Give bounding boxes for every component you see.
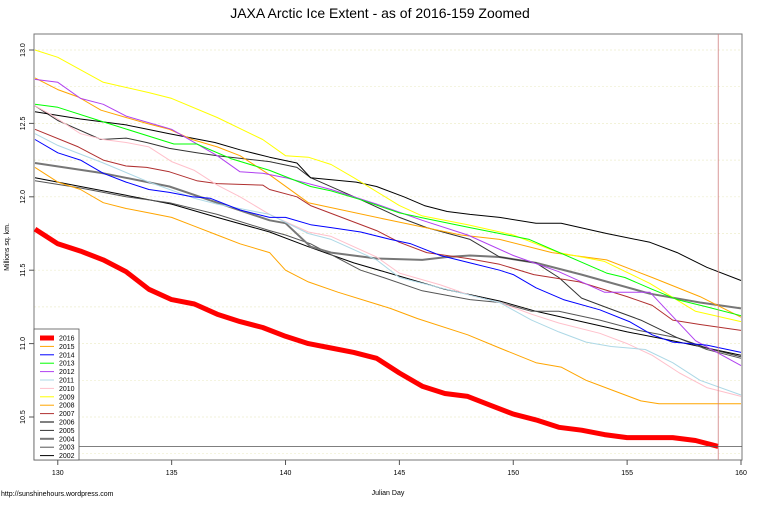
- legend-label-2005: 2005: [59, 428, 75, 435]
- plot-frame: [33, 33, 743, 461]
- y-tick-label: 13.0: [20, 43, 27, 57]
- x-tick-label: 150: [507, 470, 519, 477]
- series-lines: [33, 49, 742, 449]
- y-tick-label: 12.5: [20, 116, 27, 130]
- legend-label-2011: 2011: [59, 378, 74, 385]
- x-axis-label: Julian Day: [372, 490, 405, 497]
- series-line-2009: [34, 49, 742, 323]
- x-tick-label: 145: [394, 470, 406, 477]
- series-line-2006: [34, 111, 742, 281]
- y-axis-label: Millions sq. km.: [4, 223, 11, 271]
- x-tick-label: 160: [735, 470, 747, 477]
- legend-label-2006: 2006: [59, 420, 75, 427]
- series-line-2015: [34, 166, 741, 405]
- legend-label-2009: 2009: [59, 394, 75, 401]
- series-line-2010: [34, 105, 742, 397]
- legend-label-2002: 2002: [59, 453, 75, 460]
- legend-label-2014: 2014: [59, 352, 75, 359]
- series-line-2004: [34, 162, 742, 310]
- legend-label-2008: 2008: [59, 403, 75, 410]
- series-line-2013: [34, 103, 742, 317]
- chart-title: JAXA Arctic Ice Extent - as of 2016-159 …: [230, 5, 530, 21]
- y-tick-label: 10.5: [20, 410, 27, 424]
- series-line-2012: [34, 78, 742, 367]
- grid-lines: [34, 49, 742, 455]
- series-line-2007: [34, 128, 742, 331]
- x-tick-label: 140: [280, 470, 292, 477]
- legend-label-2016: 2016: [59, 336, 75, 343]
- credit-text: http://sunshinehours.wordpress.com: [1, 491, 114, 498]
- y-tick-label: 11.0: [20, 337, 27, 350]
- x-tick-label: 155: [621, 470, 633, 477]
- series-line-2002: [34, 177, 742, 356]
- series-line-2005: [34, 105, 742, 358]
- legend-label-2004: 2004: [59, 436, 75, 443]
- y-tick-label: 11.5: [20, 264, 27, 277]
- legend-label-2012: 2012: [59, 369, 75, 376]
- legend-label-2013: 2013: [59, 361, 75, 368]
- x-tick-label: 135: [166, 470, 178, 477]
- legend-label-2003: 2003: [59, 445, 75, 452]
- reference-lines: [34, 34, 742, 460]
- legend-label-2010: 2010: [59, 386, 75, 393]
- axes: 130 135 140 145 150 155 160 10.5 11.0 11.5 12.0 12.…: [20, 33, 747, 477]
- legend-label-2015: 2015: [59, 344, 75, 351]
- series-line-2008: [34, 77, 742, 318]
- series-line-2014: [34, 139, 742, 353]
- series-line-2003: [34, 180, 742, 359]
- series-line-2016: [33, 226, 719, 449]
- legend-label-2007: 2007: [59, 411, 75, 418]
- y-tick-label: 12.0: [20, 190, 27, 204]
- x-tick-label: 130: [52, 470, 64, 477]
- series-line-2011: [34, 133, 742, 396]
